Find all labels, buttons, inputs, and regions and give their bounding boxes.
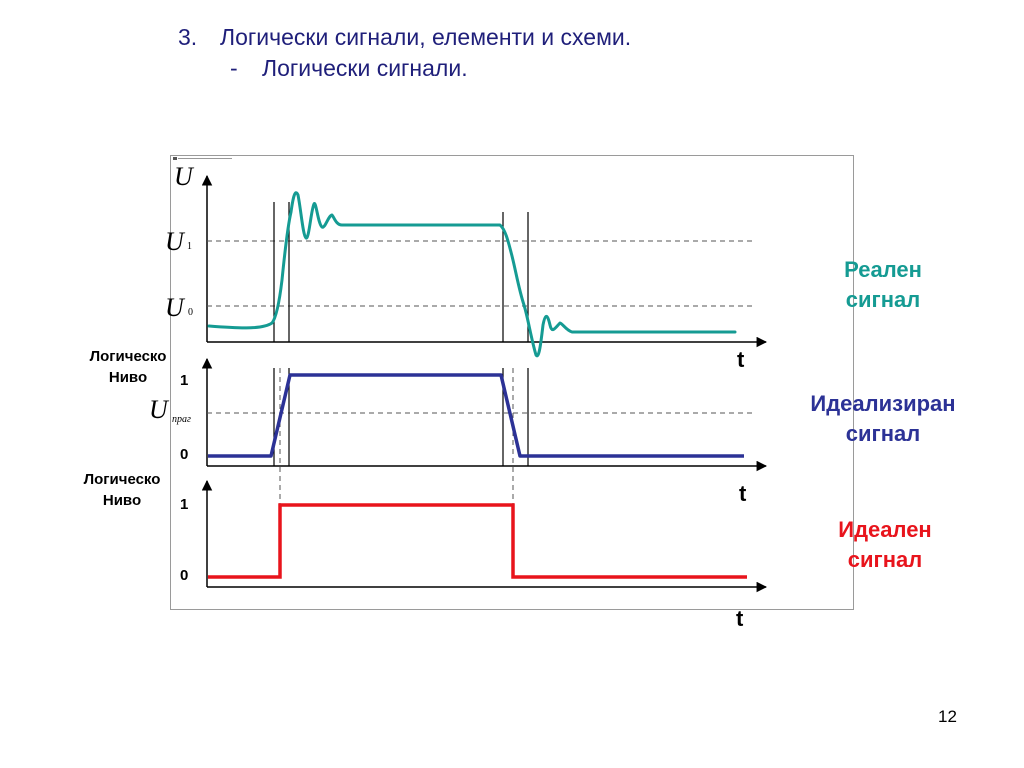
ideal-signal-curve — [208, 503, 747, 579]
logic-level-line-1: Логическо — [89, 348, 167, 365]
u0-label: U — [165, 293, 184, 322]
u1-label: U — [165, 227, 184, 256]
idealized-signal-label: Идеализиран сигнал — [790, 389, 976, 449]
frame-corner-mark — [173, 157, 177, 160]
real-signal-label: Реален сигнал — [818, 255, 948, 315]
t-axis-label-ideal: t — [736, 606, 744, 631]
title-line-1: 3. Логически сигнали, елементи и схеми. — [178, 22, 631, 53]
u-axis-label: U — [174, 162, 193, 191]
ideal-signal-label: Идеален сигнал — [820, 515, 950, 575]
diagram-frame — [170, 155, 854, 610]
u1-subscript: 1 — [187, 241, 192, 252]
t-axis-label-real: t — [737, 347, 745, 372]
logic-level-line-1: Логическо — [83, 471, 161, 488]
section-subheading: Логически сигнали. — [262, 55, 468, 81]
tick-zero-idealized: 0 — [180, 446, 189, 463]
real-signal-line-1: Реален — [844, 257, 922, 282]
idealized-signal-line-2: сигнал — [845, 421, 921, 446]
tick-zero-ideal: 0 — [180, 567, 189, 584]
tick-one-idealized: 1 — [180, 372, 189, 389]
real-signal-line-2: сигнал — [845, 287, 921, 312]
t-axis-label-idealized: t — [739, 481, 747, 506]
tick-one-ideal: 1 — [180, 496, 189, 513]
logic-level-label-2: Логическо Ниво — [64, 469, 180, 511]
real-signal-curve — [207, 191, 737, 358]
sub-dash: - — [230, 55, 238, 81]
logic-level-label-1: Логическо Ниво — [70, 346, 186, 388]
section-number: 3. — [178, 24, 198, 50]
slide-title: 3. Логически сигнали, елементи и схеми. -… — [178, 22, 631, 84]
u-threshold-subscript: праг — [172, 414, 191, 425]
title-line-2: - Логически сигнали. — [178, 53, 631, 84]
ideal-signal-line-1: Идеален — [838, 517, 932, 542]
ideal-signal-line-2: сигнал — [847, 547, 923, 572]
idealized-signal-line-1: Идеализиран — [810, 391, 956, 416]
section-heading: Логически сигнали, елементи и схеми. — [220, 24, 632, 50]
page-number: 12 — [938, 707, 957, 726]
idealized-signal-curve — [208, 373, 744, 458]
logic-level-line-2: Ниво — [102, 492, 142, 509]
logic-level-line-2: Ниво — [108, 369, 148, 386]
u-threshold-label: U — [149, 395, 168, 424]
u0-subscript: 0 — [188, 307, 193, 318]
